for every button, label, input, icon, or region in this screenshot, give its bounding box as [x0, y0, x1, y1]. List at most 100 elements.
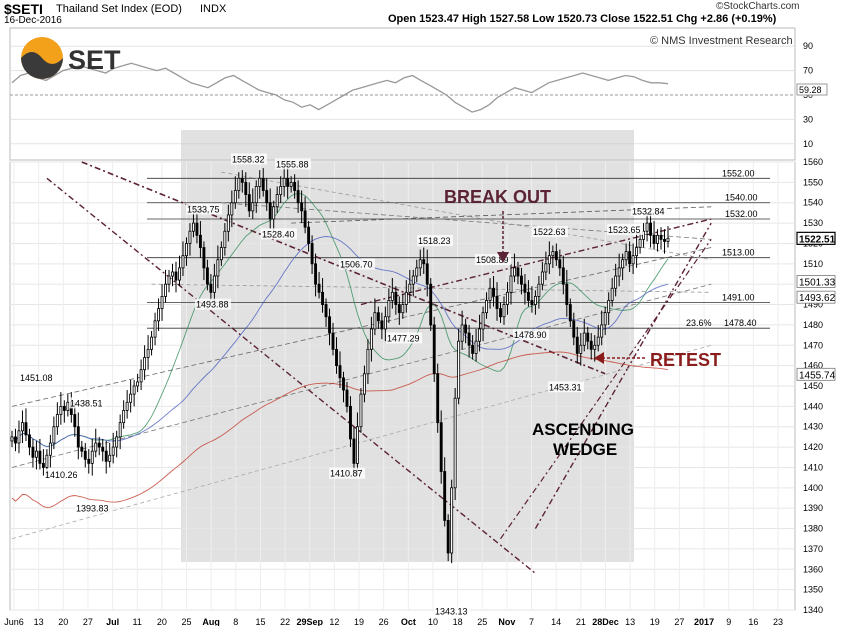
candle-body — [282, 177, 286, 187]
point-label: 1523.65 — [608, 225, 641, 235]
x-tick-label: Jul — [106, 617, 119, 626]
x-tick-label: 13 — [34, 617, 44, 626]
trendline — [46, 177, 536, 574]
point-label: 1532.84 — [632, 206, 665, 216]
x-tick-label: 22 — [280, 617, 290, 626]
candle-body — [565, 283, 569, 305]
candle-body — [45, 454, 49, 468]
x-tick-label: 13 — [625, 617, 635, 626]
y-tick-label: 1560 — [803, 157, 823, 167]
candle-body — [90, 450, 94, 464]
candle-body — [303, 210, 307, 228]
candle-body — [115, 436, 119, 448]
candle-body — [533, 295, 537, 305]
x-tick-label: 27 — [83, 617, 93, 626]
y-tick-label: 1440 — [803, 401, 823, 411]
point-label-bg — [231, 153, 267, 165]
candle-body — [624, 251, 628, 261]
point-label-bg — [195, 298, 231, 310]
candle-body — [488, 287, 492, 301]
candle-body — [289, 181, 293, 187]
trendline — [534, 222, 712, 529]
candle-body — [97, 442, 101, 448]
copyright-label: © NMS Investment Research — [650, 35, 793, 47]
candle-body — [492, 287, 495, 297]
candle-body — [617, 267, 621, 277]
candle-body — [635, 247, 639, 257]
price-badge — [796, 275, 836, 288]
candle-body — [342, 377, 345, 391]
retest-arrowhead — [594, 352, 604, 364]
candle-body — [76, 426, 80, 448]
candle-body — [394, 291, 398, 305]
candle-body — [645, 222, 649, 232]
point-label-bg — [44, 468, 80, 480]
y-tick-label: 1540 — [803, 198, 823, 208]
candle-body — [352, 438, 356, 464]
point-label: 1533.75 — [187, 204, 220, 214]
point-label-bg — [513, 329, 549, 341]
x-tick-label: 12 — [329, 617, 339, 626]
candle-body — [171, 271, 174, 277]
candle-body — [237, 177, 241, 191]
candle-body — [24, 422, 28, 436]
point-label-bg — [548, 381, 584, 393]
candle-body — [108, 454, 112, 462]
point-label-bg — [329, 467, 365, 479]
candle-body — [122, 410, 126, 424]
candle-body — [233, 190, 237, 204]
candle-body — [628, 251, 632, 265]
point-label-bg — [417, 235, 453, 247]
x-tick-label: 2017 — [694, 617, 714, 626]
candle-body — [621, 259, 625, 269]
rsi-tick-label: 90 — [803, 41, 813, 51]
candle-body — [136, 381, 140, 387]
candle-body — [582, 332, 586, 346]
candle-body — [244, 181, 248, 195]
candle-body — [181, 255, 185, 269]
x-tick-label: Nov — [498, 617, 515, 626]
candle-body — [457, 340, 461, 399]
x-tick-label: 29Sep — [296, 617, 323, 626]
candle-body — [192, 222, 195, 232]
candle-body — [139, 369, 143, 383]
candle-body — [366, 348, 370, 375]
candle-body — [579, 344, 583, 354]
y-tick-label: 1490 — [803, 300, 823, 310]
candle-body — [150, 336, 154, 350]
x-tick-label: 27 — [674, 617, 684, 626]
candle-body — [55, 414, 59, 428]
point-label: 1555.88 — [276, 159, 309, 169]
trendline — [11, 344, 712, 540]
candle-body — [474, 340, 478, 354]
point-label: 1453.31 — [549, 382, 582, 392]
y-tick-label: 1420 — [803, 442, 823, 452]
candle-body — [300, 202, 304, 212]
candle-body — [547, 255, 551, 265]
level-label: 1513.00 — [722, 248, 755, 258]
candle-body — [240, 177, 244, 183]
price-badge-label: 1455.74 — [799, 370, 836, 381]
candle-body — [436, 373, 440, 424]
point-label: 1558.32 — [232, 154, 265, 164]
candle-body — [572, 320, 576, 338]
rsi-line — [11, 62, 669, 113]
candle-body — [195, 222, 199, 236]
annotation-ascending: ASCENDING — [532, 420, 634, 439]
point-label-bg — [261, 228, 297, 240]
candle-body — [219, 247, 223, 261]
price-badge — [796, 231, 836, 245]
candle-body — [48, 442, 52, 456]
candle-body — [226, 214, 230, 232]
candle-body — [331, 332, 335, 350]
candle-body — [205, 267, 209, 285]
candle-body — [380, 320, 384, 330]
candle-body — [328, 316, 331, 334]
ohlc-readout: Open 1523.47 High 1527.58 Low 1520.73 Cl… — [388, 13, 777, 25]
candle-body — [338, 365, 342, 379]
level-label: 1540.00 — [725, 193, 758, 203]
candle-body — [383, 316, 387, 330]
y-tick-label: 1360 — [803, 564, 823, 574]
candle-body — [209, 283, 213, 293]
candle-body — [321, 291, 324, 305]
